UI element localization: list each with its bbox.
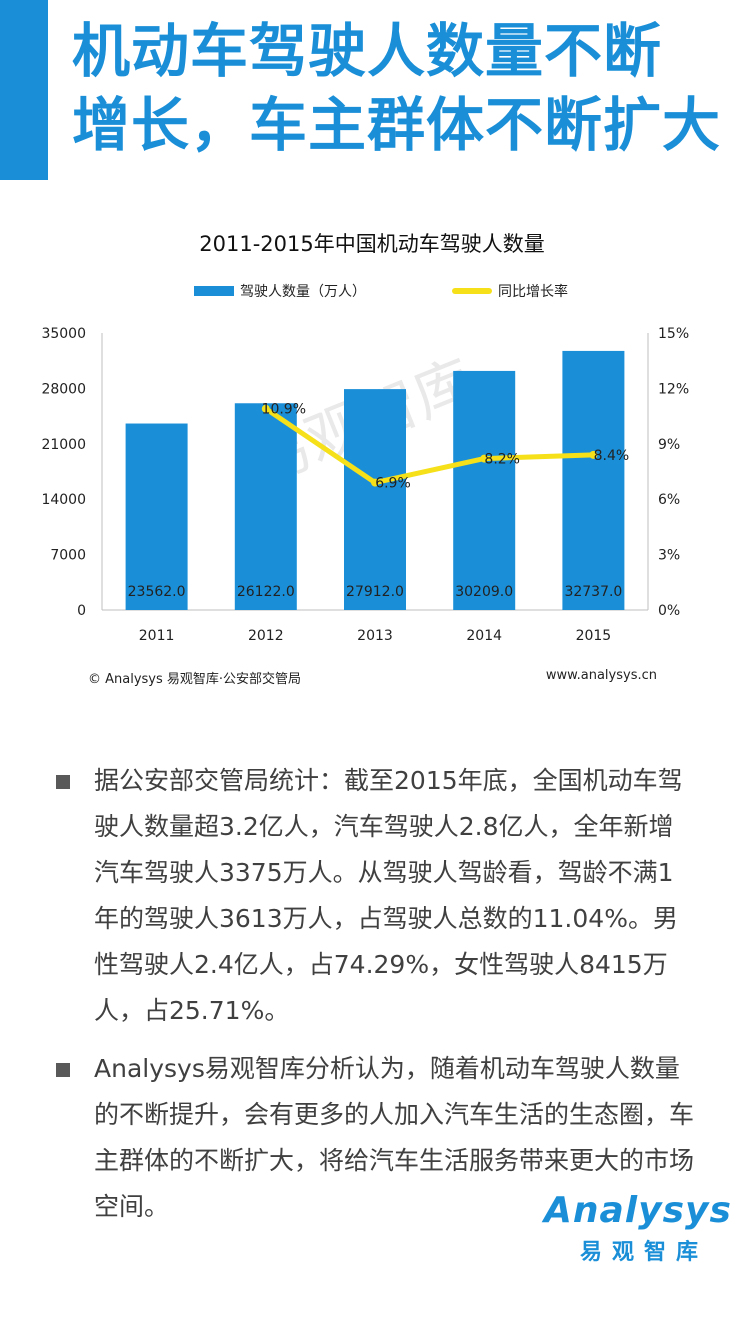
y-left-tick-label: 0 xyxy=(77,603,86,619)
y-left-tick-label: 14000 xyxy=(41,492,86,508)
legend-line-label: 同比增长率 xyxy=(498,283,568,300)
legend-line-swatch xyxy=(452,288,492,294)
logo-subtitle: 易观智库 xyxy=(580,1240,709,1265)
x-tick-label: 2012 xyxy=(248,628,284,644)
bar-value-label: 30209.0 xyxy=(455,584,513,600)
bullet-square-icon xyxy=(56,1063,70,1077)
bullet-text: Analysys易观智库分析认为，随着机动车驾驶人数量的不断提升，会有更多的人加… xyxy=(94,1054,695,1221)
y-right-tick-label: 15% xyxy=(658,326,689,342)
bar xyxy=(125,423,188,610)
page-title-line-2: 增长，车主群体不断扩大 xyxy=(72,91,722,159)
bar xyxy=(453,370,516,610)
y-right-tick-label: 12% xyxy=(658,381,689,397)
bullet-list: 据公安部交管局统计：截至2015年底，全国机动车驾驶人数量超3.2亿人，汽车驾驶… xyxy=(56,758,716,1242)
bar-value-label: 26122.0 xyxy=(237,584,295,600)
growth-rate-label: 8.2% xyxy=(484,452,520,468)
y-right-tick-label: 9% xyxy=(658,437,680,453)
bar-value-label: 27912.0 xyxy=(346,584,404,600)
bullet-item: 据公安部交管局统计：截至2015年底，全国机动车驾驶人数量超3.2亿人，汽车驾驶… xyxy=(56,758,716,1034)
growth-rate-point xyxy=(480,454,489,463)
y-right-tick-label: 6% xyxy=(658,492,680,508)
growth-rate-point xyxy=(261,404,270,413)
growth-rate-line xyxy=(263,406,596,486)
bar xyxy=(562,350,625,610)
chart-title: 2011-2015年中国机动车驾驶人数量 xyxy=(199,232,544,256)
title-accent-bar xyxy=(0,0,48,180)
analysys-logo: Analysys 易观智库 xyxy=(540,1190,732,1270)
bar-value-label: 23562.0 xyxy=(128,584,186,600)
growth-rate-label: 8.4% xyxy=(594,448,630,464)
y-left-tick-label: 28000 xyxy=(41,381,86,397)
chart-source: © Analysys 易观智库·公安部交管局 xyxy=(88,672,302,687)
logo-wordmark: Analysys xyxy=(544,1190,732,1231)
x-tick-label: 2015 xyxy=(576,628,612,644)
growth-rate-label: 6.9% xyxy=(375,476,411,492)
bullet-square-icon xyxy=(56,775,70,789)
growth-rate-point xyxy=(371,478,379,487)
bar xyxy=(234,403,297,610)
driver-count-chart: 易观智库 2011-2015年中国机动车驾驶人数量 驾驶人数量（万人） 同比增长… xyxy=(41,232,689,644)
page-title-line-1: 机动车驾驶人数量不断 xyxy=(72,17,663,85)
bullet-text: 据公安部交管局统计：截至2015年底，全国机动车驾驶人数量超3.2亿人，汽车驾驶… xyxy=(94,766,683,1025)
bar xyxy=(344,389,406,610)
bullet-item: Analysys易观智库分析认为，随着机动车驾驶人数量的不断提升，会有更多的人加… xyxy=(56,1046,716,1230)
y-right-tick-label: 0% xyxy=(658,603,680,619)
bar-value-label: 32737.0 xyxy=(564,584,622,600)
page-title: 机动车驾驶人数量不断 增长，车主群体不断扩大 xyxy=(72,14,732,162)
x-tick-label: 2013 xyxy=(357,628,393,644)
y-left-tick-label: 35000 xyxy=(41,326,86,342)
y-left-tick-label: 21000 xyxy=(41,437,86,453)
growth-rate-point xyxy=(589,450,598,459)
y-right-tick-label: 3% xyxy=(658,548,680,564)
legend-bar-label: 驾驶人数量（万人） xyxy=(240,284,366,300)
growth-rate-label: 10.9% xyxy=(262,402,306,418)
website-link[interactable]: www.analysys.cn xyxy=(545,668,657,683)
y-left-tick-label: 7000 xyxy=(50,548,86,564)
x-tick-label: 2014 xyxy=(466,628,502,644)
x-tick-label: 2011 xyxy=(139,628,175,644)
legend-bar-swatch xyxy=(194,286,234,296)
